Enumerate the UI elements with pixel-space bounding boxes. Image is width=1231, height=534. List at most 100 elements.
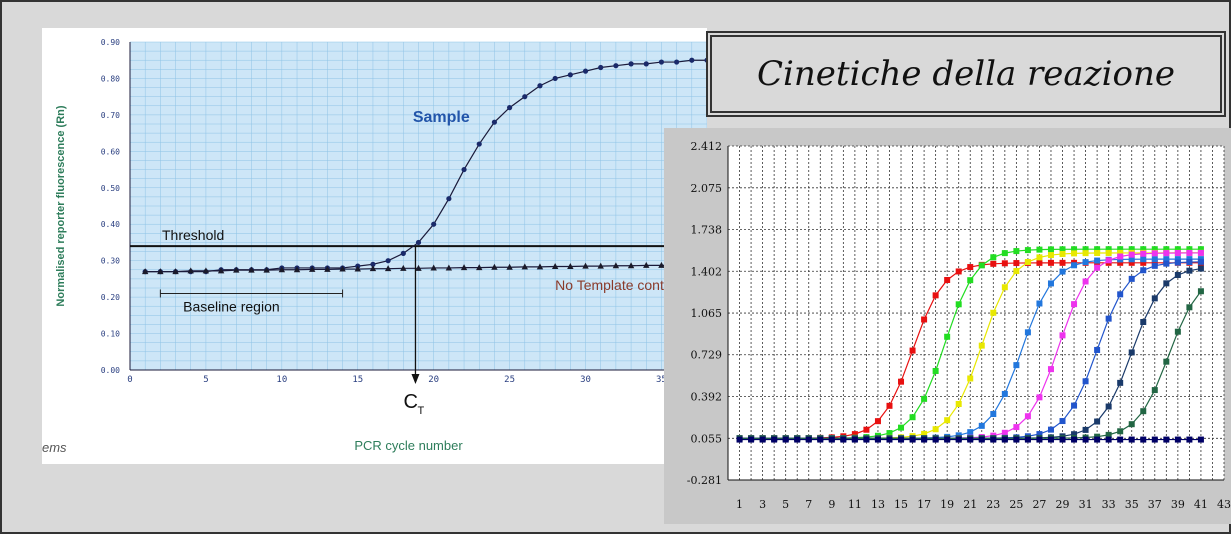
data-point [759,436,766,443]
data-point [1140,319,1147,326]
data-point [921,436,928,443]
data-point [1047,252,1054,259]
data-point [1071,301,1078,308]
data-point [1151,259,1158,266]
data-point [415,239,422,246]
data-point [990,309,997,316]
series-line [145,264,707,273]
data-point [567,262,574,269]
data-point [1163,280,1170,287]
data-point [1151,256,1158,263]
data-point [1174,259,1181,266]
data-point [445,264,453,271]
data-point [1174,246,1181,253]
y-tick-label: 1.402 [691,265,723,278]
data-point [748,436,755,443]
data-point [1082,246,1089,253]
amplification-plot-panel: 0.00 0.10 0.20 0.30 0.40 0.50 0.60 0.70 0.80 0.90… [42,28,707,464]
data-point [1024,329,1031,336]
sample-series [142,57,707,275]
data-point [597,262,604,269]
data-point [491,263,498,270]
data-point [1128,275,1135,282]
data-point [1059,246,1066,253]
data-point [1151,262,1158,269]
x-tick-label: 15 [894,498,908,511]
data-point [461,166,467,173]
data-point [1117,291,1124,298]
data-point [1117,259,1124,266]
data-point [1197,436,1204,443]
data-point [978,436,985,443]
data-point [955,436,962,443]
x-tick-label: 0 [127,375,132,385]
x-tick-label: 13 [871,498,885,511]
data-point [536,263,544,270]
data-point [202,267,210,274]
x-tick-label: 27 [1032,498,1046,511]
data-point [598,64,604,71]
data-point [1105,246,1112,253]
ct-subscript: T [417,405,424,417]
data-point [1174,256,1181,263]
data-point [1047,246,1054,253]
data-point [978,342,985,349]
data-point [567,72,573,78]
y-tick-label: 0.80 [101,74,120,83]
data-point [582,68,589,74]
data-point [1105,257,1112,264]
x-tick-label: 3 [759,498,766,511]
data-point [955,301,962,308]
x-tick-label: 23 [986,498,1000,511]
data-point [1071,246,1078,253]
data-point [1047,436,1054,443]
y-tick-label: 0.20 [101,293,120,302]
data-point [370,261,376,267]
data-point [1013,268,1020,275]
x-tick-label: 5 [203,375,208,385]
data-point [1174,249,1181,256]
x-tick-label: 30 [580,375,591,385]
data-point [187,267,194,274]
data-point [1197,288,1204,295]
x-tick-label: 21 [963,498,977,511]
data-point [233,266,240,273]
data-point [1128,251,1135,258]
data-point [898,378,905,385]
data-point [874,436,881,443]
x-tick-label: 7 [805,498,812,511]
data-point [1174,436,1181,443]
data-point [1047,280,1054,287]
baseline-label: Baseline region [183,298,280,314]
data-point [658,261,665,268]
y-tick-label: 0.055 [691,432,723,445]
threshold-label: Threshold [162,227,224,243]
data-point [157,268,164,275]
x-tick-label: 31 [1079,498,1093,511]
title-box: Cinetiche della reazione [706,31,1226,117]
data-point [1163,250,1170,257]
data-point [400,264,407,271]
ntc-series [141,261,707,275]
x-tick-label: 41 [1194,498,1208,511]
data-point [1082,378,1089,385]
data-point [1071,436,1078,443]
data-point [967,436,974,443]
data-point [1117,428,1124,435]
data-point [944,276,951,283]
data-point [863,426,870,433]
data-point [978,422,985,429]
data-point [369,265,377,272]
data-point [217,267,225,274]
data-point [141,268,149,275]
data-point [1151,295,1158,302]
data-point [491,119,498,125]
data-point [1094,346,1101,353]
data-point [446,196,452,202]
y-tick-label: 2.075 [691,182,723,195]
data-point [990,436,997,443]
data-point [1117,253,1124,260]
x-axis-label: PCR cycle number [354,438,463,453]
data-point [1001,390,1008,397]
data-point [1001,284,1008,291]
